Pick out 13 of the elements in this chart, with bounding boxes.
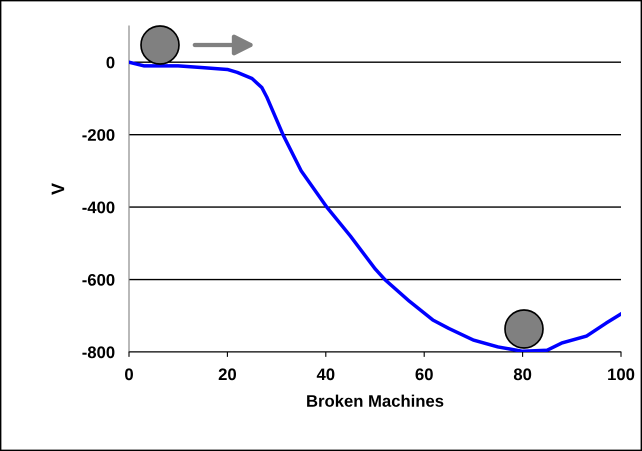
x-tick-label: 60 [416, 368, 433, 380]
x-tick-label: 20 [218, 368, 236, 380]
x-tick-label: 0 [125, 368, 133, 380]
x-tick-label: 80 [514, 368, 532, 380]
x-tick-label: 100 [608, 368, 634, 380]
y-tick-label: -800 [82, 346, 114, 358]
y-axis-title: V [52, 183, 64, 195]
y-tick-label: -200 [82, 129, 114, 141]
y-tick-label: 0 [106, 56, 114, 68]
y-tick-label: -400 [82, 202, 114, 214]
y-tick-label: -600 [82, 274, 114, 286]
x-tick-label: 40 [316, 368, 334, 380]
x-axis-title: Broken Machines [307, 394, 444, 407]
